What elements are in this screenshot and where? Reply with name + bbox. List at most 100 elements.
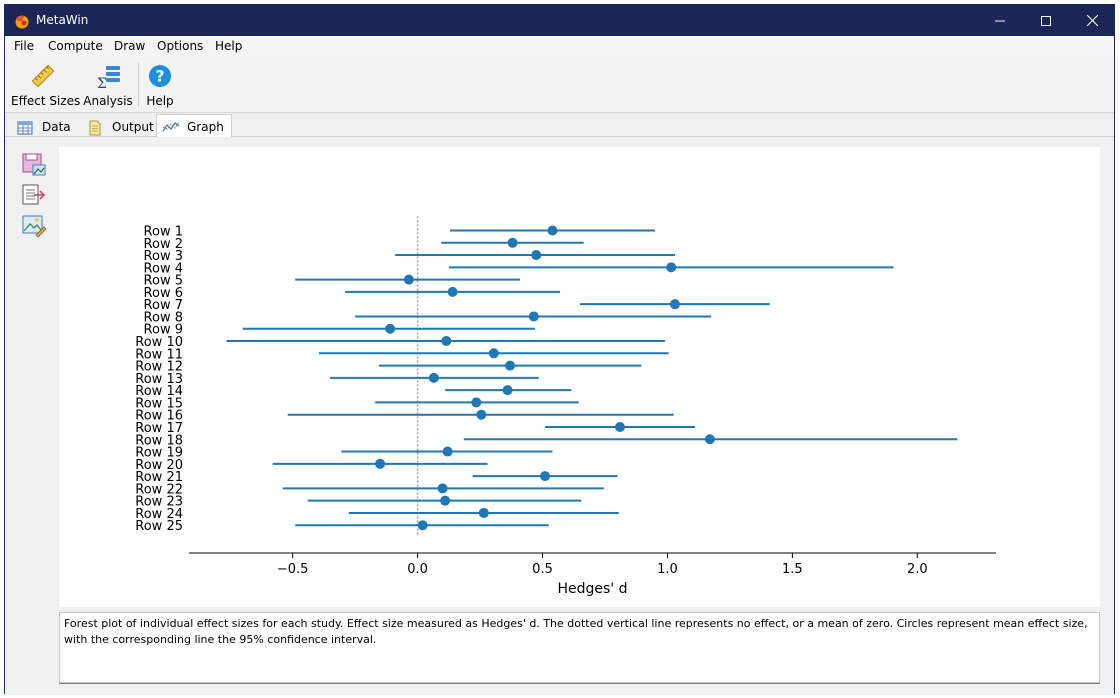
save-image-button[interactable] [22, 153, 46, 177]
export-button[interactable] [22, 183, 46, 207]
mean-point [704, 434, 715, 445]
mean-point [428, 372, 439, 383]
row-label: Row 16 [135, 409, 183, 424]
mean-point [488, 348, 499, 359]
x-tick-label: 0.0 [407, 562, 428, 577]
x-tick-label: 0.5 [532, 562, 553, 577]
row-label: Row 8 [144, 310, 183, 325]
ruler-icon [31, 64, 55, 88]
svg-text:Σ: Σ [97, 76, 107, 90]
row-label: Row 19 [135, 446, 183, 461]
analysis-button[interactable]: Σ Analysis [83, 57, 133, 113]
mean-point [528, 311, 539, 322]
help-button[interactable]: ? Help [143, 57, 177, 113]
tab-graph-label: Graph [187, 120, 224, 134]
row-label: Row 11 [135, 347, 183, 362]
save-image-icon [22, 153, 46, 176]
svg-text:?: ? [155, 67, 164, 86]
maximize-icon [1041, 15, 1051, 26]
mean-point [666, 262, 677, 273]
mean-point [403, 274, 414, 285]
row-label: Row 6 [144, 286, 183, 301]
x-tick-label: 1.0 [657, 562, 678, 577]
x-tick-label: −0.5 [277, 562, 309, 577]
row-label: Row 25 [135, 519, 183, 534]
toolbar: Effect Sizes Σ Analysis ? Help [5, 57, 1114, 113]
mean-point [385, 323, 396, 334]
mean-point [540, 471, 551, 482]
close-icon [1086, 15, 1098, 26]
row-label: Row 15 [135, 396, 183, 411]
row-label: Row 3 [144, 249, 183, 264]
tab-output-label: Output [112, 120, 154, 134]
x-axis-label: Hedges' d [557, 581, 627, 597]
effect-sizes-button[interactable]: Effect Sizes [11, 57, 81, 113]
graph-area: Row 1 Row 2 Row 3 Row 4 Row 5 Row 6 Row 7 Row 8… [59, 147, 1100, 607]
effect-sizes-label: Effect Sizes [11, 94, 81, 108]
minimize-icon [995, 20, 1005, 21]
mean-point [505, 360, 516, 371]
help-label: Help [146, 94, 174, 108]
maximize-button[interactable] [1023, 5, 1069, 36]
toolbar-separator [138, 63, 139, 107]
menu-help[interactable]: Help [215, 39, 243, 53]
x-tick-label: 2.0 [907, 562, 928, 577]
x-tick-label: 1.5 [782, 562, 803, 577]
row-label: Row 24 [135, 507, 183, 522]
mean-point [447, 286, 458, 297]
minimize-button[interactable] [977, 5, 1023, 36]
tab-data[interactable]: Data [11, 116, 77, 138]
tab-output[interactable]: Output [81, 116, 155, 138]
caption-box[interactable]: Forest plot of individual effect sizes f… [59, 612, 1100, 683]
row-label: Row 1 [144, 225, 183, 240]
mean-point [442, 446, 453, 457]
row-label: Row 23 [135, 495, 183, 510]
row-label: Row 5 [144, 274, 183, 289]
help-icon: ? [149, 65, 171, 87]
mean-point [417, 520, 428, 531]
document-icon [89, 120, 101, 136]
tab-bar: Data Output Graph [5, 113, 1114, 138]
close-button[interactable] [1069, 5, 1115, 36]
menu-compute[interactable]: Compute [48, 39, 103, 53]
tab-graph[interactable]: Graph [156, 114, 232, 138]
export-icon [22, 184, 46, 205]
table-icon [17, 121, 33, 135]
menu-bar: File Compute Draw Options Help [5, 36, 1114, 57]
mean-point [614, 421, 625, 432]
menu-options[interactable]: Options [157, 39, 204, 53]
edit-image-button[interactable] [22, 213, 47, 238]
mean-point [437, 483, 448, 494]
mean-point [476, 409, 487, 420]
graph-tab-content: Row 1 Row 2 Row 3 Row 4 Row 5 Row 6 Row 7 Row 8… [5, 137, 1114, 695]
caption-divider [59, 683, 1100, 684]
mean-point [502, 385, 513, 396]
window-title: MetaWin [36, 13, 89, 27]
row-label: Row 4 [144, 261, 183, 276]
line-graph-icon [162, 121, 180, 132]
row-label: Row 18 [135, 433, 183, 448]
row-label: Row 9 [144, 323, 183, 338]
mean-point [531, 250, 542, 261]
title-bar: MetaWin [5, 5, 1114, 36]
mean-point [375, 458, 386, 469]
mean-point [478, 507, 489, 518]
row-label: Row 13 [135, 372, 183, 387]
metawin-logo-icon [15, 15, 29, 29]
menu-file[interactable]: File [14, 39, 35, 53]
row-label: Row 14 [135, 384, 183, 399]
row-label: Row 20 [135, 458, 183, 473]
caption-text: Forest plot of individual effect sizes f… [64, 617, 1088, 646]
tab-data-label: Data [42, 120, 71, 134]
menu-draw[interactable]: Draw [114, 39, 146, 53]
row-label: Row 7 [144, 298, 183, 313]
analysis-label: Analysis [83, 94, 133, 108]
app-window: MetaWin File Compute Draw Options Help E… [4, 4, 1115, 695]
row-label: Row 2 [144, 237, 183, 252]
row-label: Row 17 [135, 421, 183, 436]
mean-point [440, 495, 451, 506]
row-label: Row 10 [135, 335, 183, 350]
row-label: Row 21 [135, 470, 183, 485]
mean-point [471, 397, 482, 408]
